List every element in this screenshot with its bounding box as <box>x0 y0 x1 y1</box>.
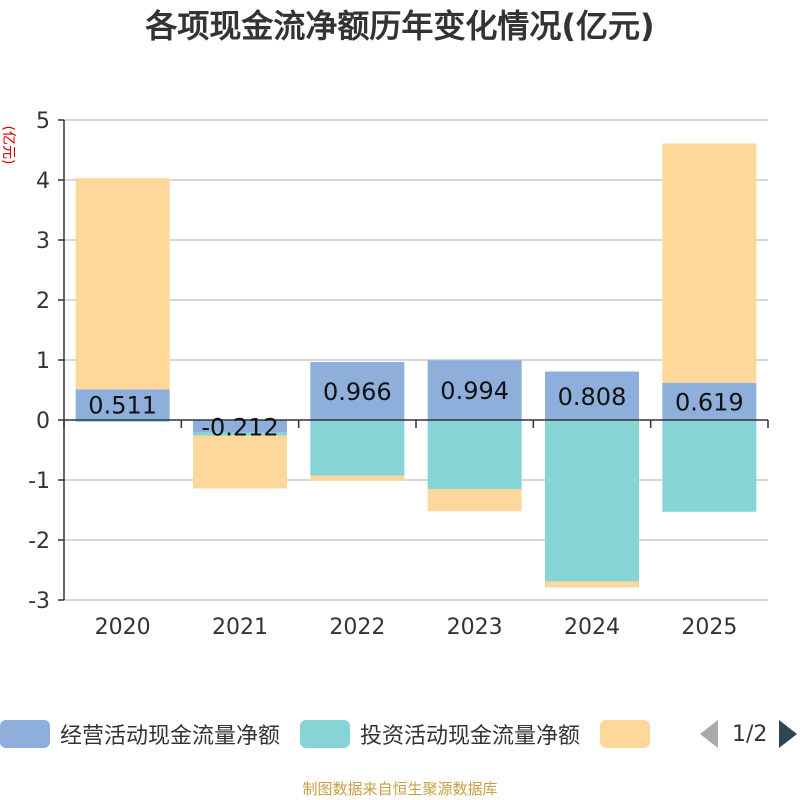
y-tick-label: 3 <box>36 229 50 254</box>
y-axis-title: (亿元) <box>0 126 16 165</box>
y-tick-label: 2 <box>36 289 50 314</box>
data-label-2020: 0.511 <box>88 392 157 420</box>
data-label-2022: 0.966 <box>323 378 392 406</box>
data-label-2021: -0.212 <box>201 413 278 441</box>
legend-page-indicator: 1/2 <box>732 721 768 747</box>
chart-title: 各项现金流净额历年变化情况(亿元) <box>145 7 655 45</box>
x-tick-label: 2024 <box>564 615 620 640</box>
source-footer: 制图数据来自恒生聚源数据库 <box>302 780 498 798</box>
bar-2025-series-1 <box>662 420 757 512</box>
bar-2023-series-2 <box>427 489 522 512</box>
bar-2022-series-2 <box>310 475 405 481</box>
legend-swatch-operating <box>0 720 50 748</box>
legend-item-operating[interactable]: 经营活动现金流量净额 <box>0 718 280 750</box>
legend-next-icon[interactable] <box>779 720 798 748</box>
legend-swatch-financing <box>600 720 651 748</box>
x-tick-label: 2025 <box>681 615 737 640</box>
bars <box>75 143 757 588</box>
bar-2024-series-1 <box>545 420 639 582</box>
legend-swatch-investing <box>300 720 351 748</box>
x-tick-label: 2020 <box>95 615 151 640</box>
gridlines <box>64 119 768 601</box>
bar-2025-series-2 <box>662 143 757 383</box>
legend-pager: 1/2 <box>700 718 798 750</box>
legend-prev-icon[interactable] <box>700 720 718 748</box>
data-label-2024: 0.808 <box>558 383 627 411</box>
legend: 经营活动现金流量净额 投资活动现金流量净额 <box>0 718 680 750</box>
legend-label-operating: 经营活动现金流量净额 <box>60 724 281 749</box>
axes: 5 4 3 2 1 0 -1 -2 -3 (亿元) 2020 2021 2022 2023 2024 2025 <box>0 109 769 640</box>
y-tick-label: 0 <box>36 409 50 434</box>
data-label-2025: 0.619 <box>675 388 744 416</box>
chart-area: 5 4 3 2 1 0 -1 -2 -3 (亿元) 2020 2021 2022 2023 2024 2025… <box>0 109 769 640</box>
bar-2023-series-0 <box>427 360 522 420</box>
legend-item-financing[interactable] <box>600 720 660 748</box>
bar-2024-series-0 <box>545 371 639 420</box>
bar-2020-series-0 <box>75 389 170 420</box>
bar-2022-series-0 <box>310 362 405 420</box>
x-tick-label: 2023 <box>447 615 503 640</box>
y-tick-label: 1 <box>36 349 50 374</box>
data-label-2023: 0.994 <box>440 377 509 405</box>
bar-2022-series-1 <box>310 420 405 476</box>
x-tick-label: 2021 <box>212 615 268 640</box>
y-tick-label: 5 <box>36 109 50 134</box>
x-tick-label: 2022 <box>329 615 385 640</box>
legend-item-investing[interactable]: 投资活动现金流量净额 <box>300 718 580 750</box>
legend-label-investing: 投资活动现金流量净额 <box>360 724 581 749</box>
y-tick-label: -2 <box>28 529 50 554</box>
y-tick-label: 4 <box>36 169 50 194</box>
data-labels: 0.511 -0.212 0.966 0.994 0.808 0.619 <box>88 377 743 441</box>
bar-2021-series-0 <box>193 420 287 433</box>
bar-2021-series-1 <box>193 432 287 436</box>
y-tick-label: -3 <box>28 589 50 614</box>
y-tick-label: -1 <box>28 469 50 494</box>
bar-2025-series-0 <box>662 382 757 420</box>
bar-2020-series-1 <box>75 420 170 422</box>
bar-2021-series-2 <box>193 435 287 489</box>
bar-2020-series-2 <box>75 178 170 390</box>
bar-2023-series-1 <box>427 420 522 489</box>
bar-2024-series-2 <box>545 581 639 588</box>
